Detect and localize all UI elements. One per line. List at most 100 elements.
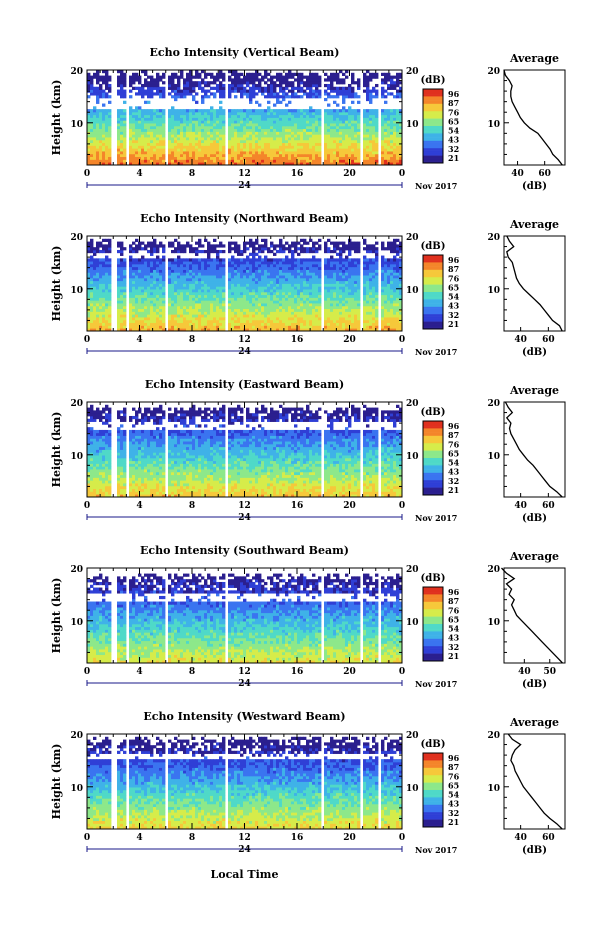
heatmap-cell [252,303,256,307]
heatmap-cell [189,117,193,121]
heatmap-cell [306,78,310,82]
heatmap-cell [186,145,190,149]
heatmap-cell [357,314,361,318]
heatmap-cell [324,131,328,135]
heatmap-cell [156,72,160,76]
heatmap-cell [147,319,151,324]
heatmap-cell [108,153,112,158]
heatmap-cell [348,277,352,282]
heatmap-cell [135,137,139,141]
heatmap-cell [96,289,100,293]
heatmap-cell [336,75,340,79]
heatmap-cell [276,100,280,104]
heatmap-cell [363,142,367,146]
heatmap-cell [336,322,340,326]
heatmap-cell [294,286,298,290]
heatmap-cell [324,325,328,329]
heatmap-cell [90,308,94,312]
heatmap-cell [231,269,235,273]
heatmap-cell [87,322,91,326]
heatmap-cell [267,275,271,279]
heatmap-cell [342,156,346,160]
heatmap-cell [177,114,181,118]
heatmap-cell [177,300,181,304]
heatmap-cell [219,305,223,310]
heatmap-cell [87,123,91,127]
heatmap-cell [381,81,385,85]
heatmap-cell [87,139,91,144]
heatmap-cell [348,156,352,160]
heatmap-cell [198,297,202,301]
heatmap-cell [102,148,106,152]
heatmap-cell [162,151,166,155]
heatmap-cell [222,297,226,301]
heatmap-cell [144,120,148,124]
heatmap-cell [108,89,112,93]
heatmap-cell [156,322,160,326]
heatmap-cell [120,128,124,132]
heatmap-cell [348,317,352,321]
heatmap-cell [90,272,94,276]
heatmap-cell [231,86,235,90]
heatmap-cell [258,139,262,144]
heatmap-cell [363,109,367,113]
heatmap-cell [222,305,226,310]
heatmap-cell [123,319,127,324]
heatmap-cell [246,120,250,124]
heatmap-cell [348,289,352,293]
heatmap-cell [135,148,139,152]
heatmap-cell [144,311,148,315]
heatmap-cell [192,162,196,166]
heatmap-cell [147,275,151,279]
heatmap-cell [327,151,331,155]
heatmap-cell [366,269,370,273]
heatmap-cell [231,128,235,132]
colorbar-step [423,127,443,130]
heatmap-cell [297,272,301,276]
heatmap-cell [138,128,142,132]
heatmap-cell [354,305,358,310]
heatmap-cell [135,277,139,282]
heatmap-cell [363,300,367,304]
heatmap-cell [99,325,103,329]
heatmap-cell [303,322,307,326]
heatmap-cell [315,72,319,76]
heatmap-cell [273,159,277,163]
heatmap-cell [255,134,259,138]
heatmap-cell [204,92,208,96]
heatmap-cell [318,137,322,141]
heatmap-cell [354,153,358,158]
heatmap-cell [297,325,301,329]
heatmap-cell [285,137,289,141]
heatmap-cell [108,134,112,138]
heatmap-cell [231,162,235,166]
heatmap-cell [141,275,145,279]
heatmap-cell [297,142,301,146]
heatmap-cell [228,139,232,144]
heatmap-cell [264,134,268,138]
heatmap-cell [240,162,244,166]
heatmap-cell [102,156,106,160]
heatmap-cell [339,289,343,293]
heatmap-cell [219,139,223,144]
heatmap-cell [312,283,316,287]
heatmap-cell [375,117,379,121]
heatmap-cell [219,314,223,318]
heatmap-cell [168,162,172,166]
heatmap-cell [363,159,367,163]
heatmap-cell [108,291,112,296]
heatmap-cell [162,86,166,90]
heatmap-cell [171,275,175,279]
heatmap-cell [102,123,106,127]
heatmap-cell [159,156,163,160]
heatmap-cell [243,286,247,290]
heatmap-cell [87,314,91,318]
heatmap-cell [288,322,292,326]
heatmap-cell [186,308,190,312]
heatmap-cell [276,131,280,135]
heatmap-cell [282,151,286,155]
heatmap-cell [342,128,346,132]
heatmap-cell [399,137,403,141]
heatmap-cell [129,317,133,321]
heatmap-cell [261,311,265,315]
